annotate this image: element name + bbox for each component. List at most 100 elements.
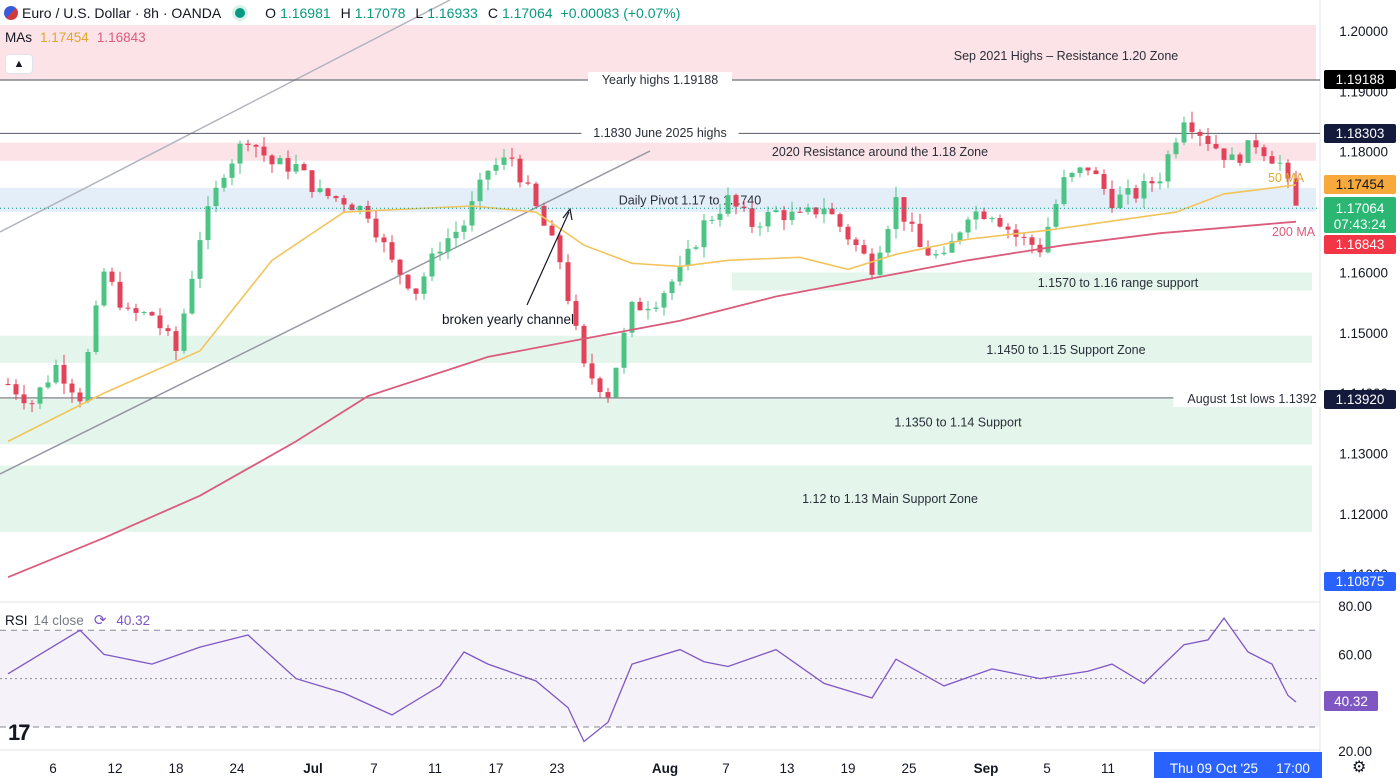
price-axis-tick: 1.20000 [1339, 24, 1388, 39]
refresh-icon[interactable]: ⟳ [93, 612, 107, 629]
candle-body [405, 274, 411, 289]
tradingview-logo-icon[interactable]: 17 [8, 720, 31, 745]
candle-body [757, 226, 763, 228]
zone-support [0, 465, 1312, 532]
candle-body [549, 225, 555, 236]
ma-legend[interactable]: MAs 1.17454 1.16843 [5, 30, 146, 45]
candle-body [733, 195, 739, 207]
candle-body [949, 241, 955, 253]
price-level-label: 1.1830 June 2025 highs [593, 126, 726, 140]
candle-body [173, 331, 179, 351]
time-axis-tick: 7 [722, 761, 730, 776]
rsi-legend[interactable]: RSI 14 close ⟳ 40.32 [5, 611, 150, 629]
ma200-annotation: 200 MA [1272, 225, 1316, 239]
candle-body [13, 384, 19, 395]
candle-body [789, 211, 795, 221]
zone-support [0, 335, 1312, 363]
ma200-line [7, 220, 1297, 579]
candle-body [1165, 154, 1171, 182]
candle-body [1149, 181, 1155, 184]
low-label: L [415, 5, 424, 21]
candle-body [349, 204, 355, 211]
rsi-axis-tick: 80.00 [1338, 599, 1372, 614]
time-axis-tick: 24 [229, 761, 245, 776]
ma200-legend-value: 1.16843 [96, 30, 146, 45]
candle-body [53, 364, 59, 383]
candle-body [725, 195, 731, 214]
badge-yearly-high: 1.19188 [1336, 72, 1385, 87]
channel-lower-line [0, 150, 651, 475]
candle-body [1285, 162, 1291, 179]
candle-body [253, 144, 259, 147]
badge-last-price: 1.17064 [1336, 201, 1385, 216]
candle-body [1133, 188, 1139, 199]
candle-body [661, 293, 667, 308]
candle-body [509, 157, 515, 159]
candle-body [1277, 162, 1283, 164]
candle-body [1101, 174, 1107, 189]
low-value: 1.16933 [427, 5, 478, 21]
candle-body [85, 351, 91, 402]
rsi-legend-params: 14 close [33, 612, 84, 628]
candle-body [309, 170, 315, 192]
zone-label: 2020 Resistance around the 1.18 Zone [772, 145, 988, 159]
candle-body [853, 239, 859, 246]
candle-body [5, 384, 11, 386]
candle-body [61, 364, 67, 384]
candle-body [709, 219, 715, 221]
collapse-legend-button[interactable]: ▲ [5, 54, 33, 74]
time-axis-tick: 18 [168, 761, 183, 776]
zone-label: 1.12 to 1.13 Main Support Zone [802, 492, 978, 506]
candle-body [301, 164, 307, 171]
zone-resistance [0, 142, 1316, 161]
candle-body [165, 328, 171, 332]
candle-body [605, 392, 611, 398]
candle-body [701, 220, 707, 248]
candle-body [229, 163, 235, 178]
badge-crosshair-price-bg [1324, 572, 1396, 591]
candle-body [133, 308, 139, 313]
candle-body [765, 211, 771, 227]
candle-body [933, 254, 939, 256]
price-level-label-bg [1173, 391, 1331, 407]
candle-body [501, 157, 507, 165]
candle-body [141, 312, 147, 314]
candle-body [149, 312, 155, 316]
zone-label: 1.1570 to 1.16 range support [1038, 276, 1199, 290]
symbol-title[interactable]: Euro / U.S. Dollar · 8h · OANDA [22, 5, 222, 21]
candle-body [573, 301, 579, 326]
candle-body [893, 197, 899, 230]
candle-body [1077, 167, 1083, 173]
candle-body [277, 158, 283, 165]
candle-body [1141, 181, 1147, 199]
candle-body [1253, 140, 1259, 148]
candle-body [1085, 167, 1091, 171]
time-axis-tick: 19 [840, 761, 855, 776]
channel-upper-line [0, 0, 451, 233]
candle-body [1213, 144, 1219, 149]
candle-body [373, 218, 379, 238]
time-axis-tick: Jul [303, 761, 323, 776]
candle-body [1189, 122, 1195, 132]
candle-body [269, 155, 275, 165]
candle-body [525, 182, 531, 184]
candle-body [461, 225, 467, 232]
badge-ma200: 1.16843 [1336, 237, 1385, 252]
candle-body [1045, 226, 1051, 253]
open-label: O [265, 5, 277, 21]
candle-body [157, 315, 163, 329]
candle-body [213, 187, 219, 207]
time-axis-tick: 11 [428, 761, 442, 776]
badge-crosshair-price: 1.10875 [1336, 574, 1385, 589]
time-axis-tick: 12 [107, 761, 122, 776]
gear-icon[interactable]: ⚙ [1352, 759, 1367, 776]
candle-body [1061, 177, 1067, 205]
candle-body [925, 247, 931, 256]
candle-body [1261, 147, 1267, 157]
rsi-legend-value: 40.32 [116, 612, 151, 628]
zone-resistance [0, 24, 1316, 80]
candle-body [1093, 170, 1099, 175]
ma-legend-label: MAs [5, 30, 32, 45]
candle-body [869, 253, 875, 275]
